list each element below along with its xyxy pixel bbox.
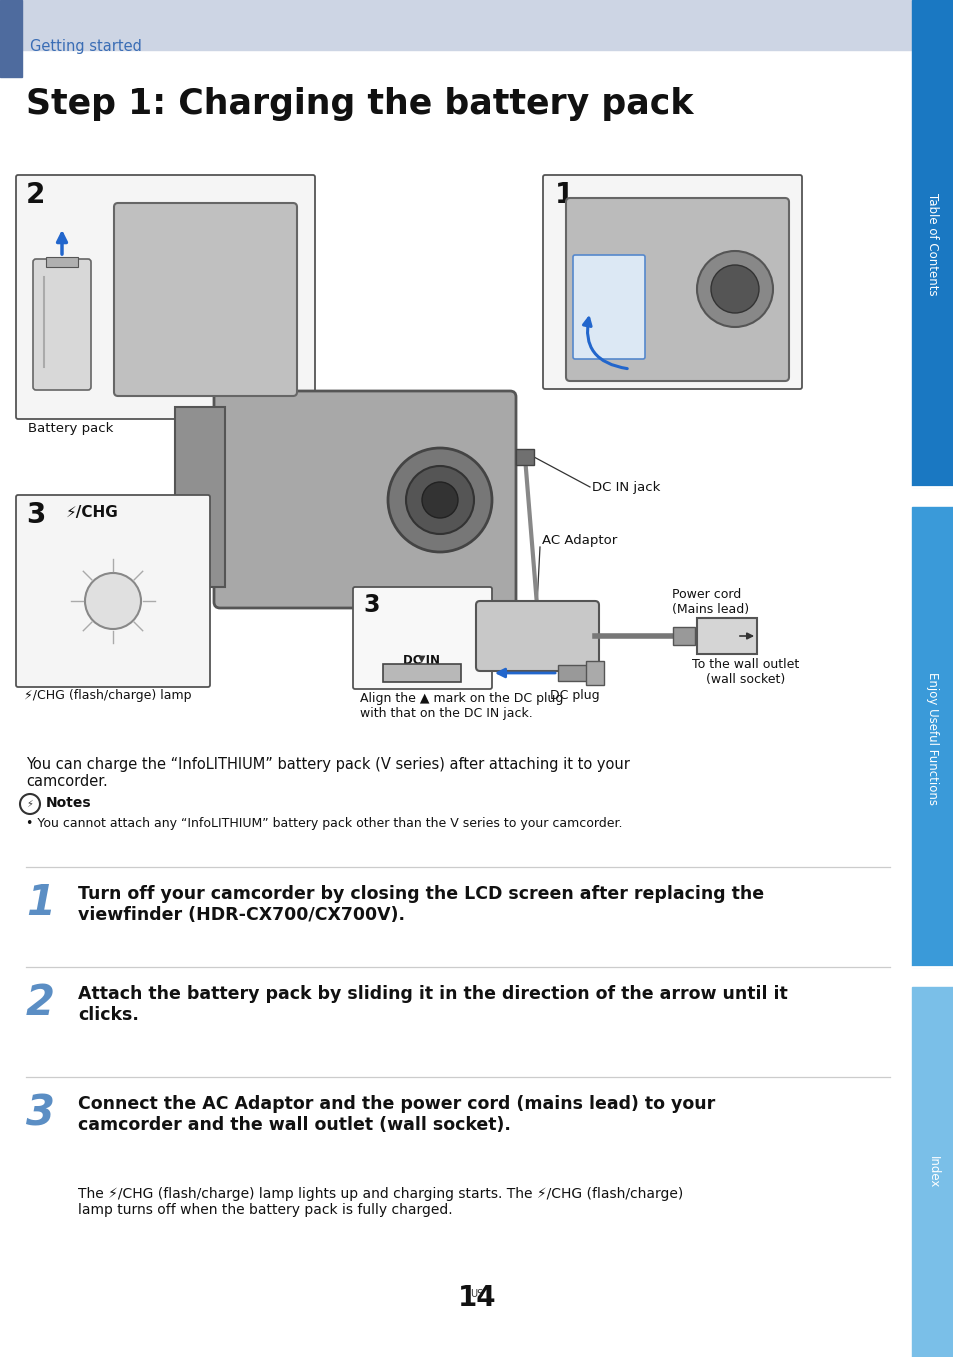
Text: DC IN jack: DC IN jack xyxy=(592,480,659,494)
Text: ▼: ▼ xyxy=(417,654,425,664)
Bar xyxy=(174,407,225,588)
Text: The ⚡/CHG (flash/charge) lamp lights up and charging starts. The ⚡/CHG (flash/ch: The ⚡/CHG (flash/charge) lamp lights up … xyxy=(78,1187,682,1217)
Text: Table of Contents: Table of Contents xyxy=(925,193,939,296)
Bar xyxy=(0,0,22,77)
FancyBboxPatch shape xyxy=(565,198,788,381)
FancyBboxPatch shape xyxy=(542,175,801,389)
Text: ⚡/CHG: ⚡/CHG xyxy=(66,505,118,520)
Text: 3: 3 xyxy=(26,1092,55,1134)
Text: DC plug: DC plug xyxy=(550,689,599,702)
Text: Getting started: Getting started xyxy=(30,39,142,54)
Text: To the wall outlet
(wall socket): To the wall outlet (wall socket) xyxy=(691,658,799,687)
Bar xyxy=(672,627,695,645)
Circle shape xyxy=(697,251,772,327)
Bar xyxy=(382,664,460,683)
Text: ⚡: ⚡ xyxy=(27,799,33,809)
Text: Align the ▲ mark on the DC plug
with that on the DC IN jack.: Align the ▲ mark on the DC plug with tha… xyxy=(359,692,563,721)
FancyBboxPatch shape xyxy=(113,204,296,396)
FancyBboxPatch shape xyxy=(213,391,516,608)
Bar xyxy=(516,449,534,465)
Bar xyxy=(911,987,953,1357)
FancyBboxPatch shape xyxy=(16,175,314,419)
Text: AC Adaptor: AC Adaptor xyxy=(541,535,617,547)
Text: Turn off your camcorder by closing the LCD screen after replacing the
viewfinder: Turn off your camcorder by closing the L… xyxy=(78,885,763,924)
Bar xyxy=(46,256,78,267)
Text: 14: 14 xyxy=(457,1284,496,1312)
Circle shape xyxy=(85,573,141,630)
Text: ⚡/CHG (flash/charge) lamp: ⚡/CHG (flash/charge) lamp xyxy=(24,689,192,702)
Circle shape xyxy=(421,482,457,518)
Text: 1: 1 xyxy=(555,180,574,209)
Text: You can charge the “InfoLITHIUM” battery pack (V series) after attaching it to y: You can charge the “InfoLITHIUM” battery… xyxy=(26,757,629,790)
FancyBboxPatch shape xyxy=(353,588,492,689)
FancyBboxPatch shape xyxy=(33,259,91,389)
Text: Step 1: Charging the battery pack: Step 1: Charging the battery pack xyxy=(26,87,693,121)
Text: Enjoy Useful Functions: Enjoy Useful Functions xyxy=(925,673,939,806)
Text: 3: 3 xyxy=(363,593,379,617)
Text: Index: Index xyxy=(925,1156,939,1189)
Text: Attach the battery pack by sliding it in the direction of the arrow until it
cli: Attach the battery pack by sliding it in… xyxy=(78,985,787,1023)
Bar xyxy=(911,508,953,968)
FancyBboxPatch shape xyxy=(16,495,210,687)
FancyBboxPatch shape xyxy=(476,601,598,670)
Circle shape xyxy=(388,448,492,552)
Text: • You cannot attach any “InfoLITHIUM” battery pack other than the V series to yo: • You cannot attach any “InfoLITHIUM” ba… xyxy=(26,817,622,830)
Text: DC IN: DC IN xyxy=(403,654,440,668)
Circle shape xyxy=(710,265,759,313)
Bar xyxy=(911,0,953,487)
Bar xyxy=(585,661,603,685)
Bar xyxy=(697,617,757,654)
Text: 3: 3 xyxy=(26,501,46,529)
Bar xyxy=(0,0,911,50)
Text: US: US xyxy=(470,1289,483,1299)
Circle shape xyxy=(20,794,40,814)
Text: Battery pack: Battery pack xyxy=(28,422,113,436)
Circle shape xyxy=(406,465,474,535)
Text: Notes: Notes xyxy=(46,797,91,810)
Text: Power cord
(Mains lead): Power cord (Mains lead) xyxy=(671,588,748,616)
Text: 1: 1 xyxy=(26,882,55,924)
Bar xyxy=(558,665,587,681)
FancyBboxPatch shape xyxy=(573,255,644,360)
Text: 2: 2 xyxy=(26,982,55,1025)
Text: 2: 2 xyxy=(26,180,46,209)
Text: Connect the AC Adaptor and the power cord (mains lead) to your
camcorder and the: Connect the AC Adaptor and the power cor… xyxy=(78,1095,715,1134)
